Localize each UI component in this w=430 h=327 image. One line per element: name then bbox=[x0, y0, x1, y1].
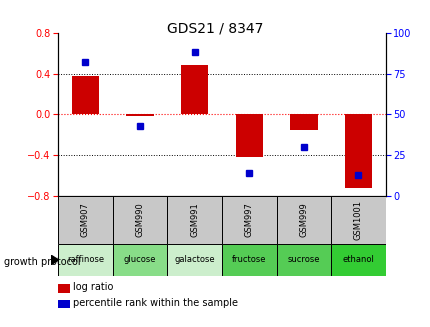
Bar bbox=[235, 114, 262, 157]
Bar bbox=[221, 244, 276, 276]
Bar bbox=[276, 244, 330, 276]
Text: GSM991: GSM991 bbox=[190, 202, 199, 237]
Bar bbox=[167, 244, 221, 276]
Text: glucose: glucose bbox=[123, 255, 156, 265]
Text: GSM907: GSM907 bbox=[81, 202, 90, 237]
Text: raffinose: raffinose bbox=[67, 255, 104, 265]
Text: fructose: fructose bbox=[231, 255, 266, 265]
Text: GSM997: GSM997 bbox=[244, 202, 253, 237]
Text: GDS21 / 8347: GDS21 / 8347 bbox=[167, 21, 263, 35]
Bar bbox=[181, 65, 208, 114]
Text: GSM1001: GSM1001 bbox=[353, 200, 362, 240]
Bar bbox=[113, 196, 167, 244]
Bar bbox=[72, 76, 99, 114]
Bar bbox=[58, 196, 113, 244]
Bar bbox=[167, 196, 221, 244]
Polygon shape bbox=[51, 255, 58, 265]
Text: ethanol: ethanol bbox=[342, 255, 374, 265]
Text: GSM999: GSM999 bbox=[299, 202, 307, 237]
Text: log ratio: log ratio bbox=[73, 282, 114, 292]
Text: GSM990: GSM990 bbox=[135, 202, 144, 237]
Bar bbox=[126, 114, 154, 116]
Text: sucrose: sucrose bbox=[287, 255, 319, 265]
Bar bbox=[58, 244, 113, 276]
Text: galactose: galactose bbox=[174, 255, 215, 265]
Bar bbox=[221, 196, 276, 244]
Bar bbox=[289, 114, 317, 130]
Bar bbox=[276, 196, 330, 244]
Bar bbox=[344, 114, 371, 188]
Bar bbox=[330, 196, 385, 244]
Text: growth protocol: growth protocol bbox=[4, 257, 81, 267]
Bar bbox=[113, 244, 167, 276]
Bar bbox=[330, 244, 385, 276]
Text: percentile rank within the sample: percentile rank within the sample bbox=[73, 298, 238, 308]
